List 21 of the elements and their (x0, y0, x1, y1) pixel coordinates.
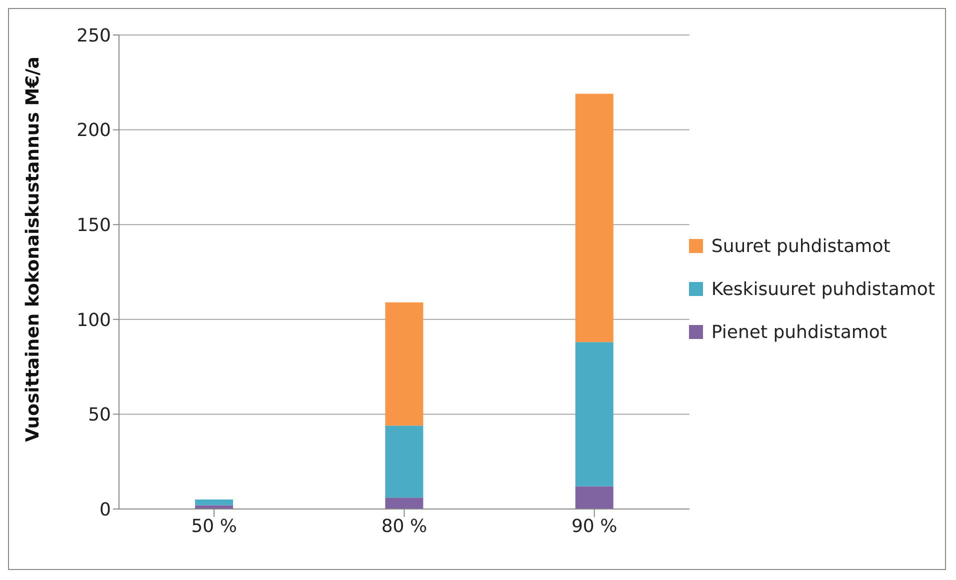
y-tick-label: 100 (76, 310, 111, 331)
y-tick-label: 200 (76, 120, 111, 142)
bar (195, 505, 234, 509)
bar (195, 500, 234, 506)
bar (385, 302, 424, 426)
bar (575, 342, 614, 486)
y-tick-label: 150 (76, 214, 111, 236)
bar (575, 486, 614, 509)
x-tick-label: 90 % (571, 516, 618, 537)
y-axis-title: Vuosittainen kokonaiskustannus M€/a (22, 56, 44, 442)
x-tick-label: 50 % (191, 516, 237, 537)
bar (385, 426, 424, 498)
y-tick-label: 250 (76, 25, 111, 46)
bar (575, 94, 614, 342)
y-tick-label: 0 (100, 499, 111, 520)
x-tick-label: 80 % (381, 516, 428, 537)
legend-label: Keskisuuret puhdistamot (711, 278, 935, 300)
y-tick-label: 50 (88, 404, 111, 426)
legend-label: Pienet puhdistamot (711, 322, 887, 342)
bar (385, 498, 424, 509)
legend-label: Suuret puhdistamot (711, 236, 890, 256)
